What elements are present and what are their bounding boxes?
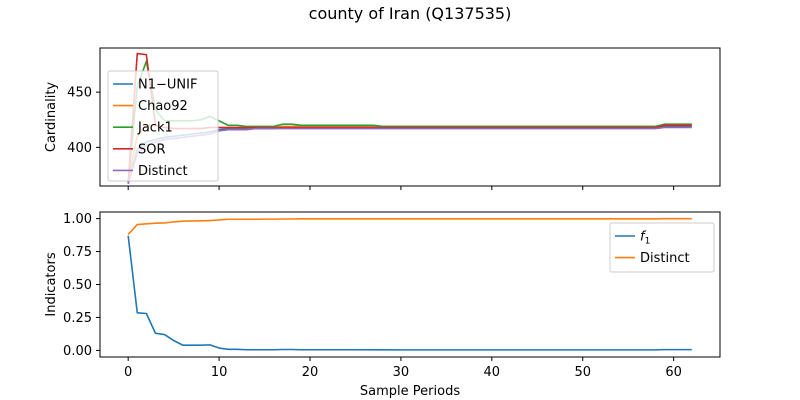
y-axis-label: Indicators xyxy=(44,252,59,316)
legend-label: f1 xyxy=(640,230,650,247)
series-line-2-1 xyxy=(127,235,692,351)
x-tick-label: 60 xyxy=(665,365,682,380)
y-tick-label: 0.75 xyxy=(63,245,92,260)
legend: f1 Distinct xyxy=(609,222,715,273)
y-tick-label: 400 xyxy=(67,141,92,156)
x-axis-label: Sample Periods xyxy=(360,384,460,399)
legend: N1−UNIF Chao92 Jack1 SOR Distinct xyxy=(107,70,219,182)
legend-label: Jack1 xyxy=(137,121,173,136)
y-axis-label: Cardinality xyxy=(44,82,59,153)
series-line-2-2 xyxy=(127,217,692,235)
x-tick-label: 10 xyxy=(211,365,228,380)
legend-label: Distinct xyxy=(138,164,188,179)
legend-label: Distinct xyxy=(640,251,690,266)
x-tick-label: 20 xyxy=(302,365,319,380)
x-tick-label: 0 xyxy=(124,365,132,380)
x-tick-label: 30 xyxy=(393,365,410,380)
y-tick-label: 0.50 xyxy=(63,278,92,293)
legend-label: SOR xyxy=(138,142,166,157)
panel-1: 400 450 Cardinality N1−UNIF Chao92 Jack1 SOR Di… xyxy=(44,47,721,190)
legend-box xyxy=(609,222,715,273)
y-tick-label: 1.00 xyxy=(63,212,92,227)
legend-label: Chao92 xyxy=(138,99,188,114)
legend-label: N1−UNIF xyxy=(138,78,197,93)
x-tick-label: 40 xyxy=(484,365,501,380)
axes-frame xyxy=(99,47,721,187)
x-tick-label: 50 xyxy=(574,365,591,380)
legend-box xyxy=(107,70,219,182)
figure-title: county of Iran (Q137535) xyxy=(309,4,512,23)
y-tick-label: 0.00 xyxy=(63,344,92,359)
panel-2: 0 10 20 30 40 50 60 0.00 0.25 0.50 0.75 1.00 Indicat… xyxy=(44,211,721,399)
y-tick-label: 450 xyxy=(67,86,92,101)
y-tick-label: 0.25 xyxy=(63,311,92,326)
